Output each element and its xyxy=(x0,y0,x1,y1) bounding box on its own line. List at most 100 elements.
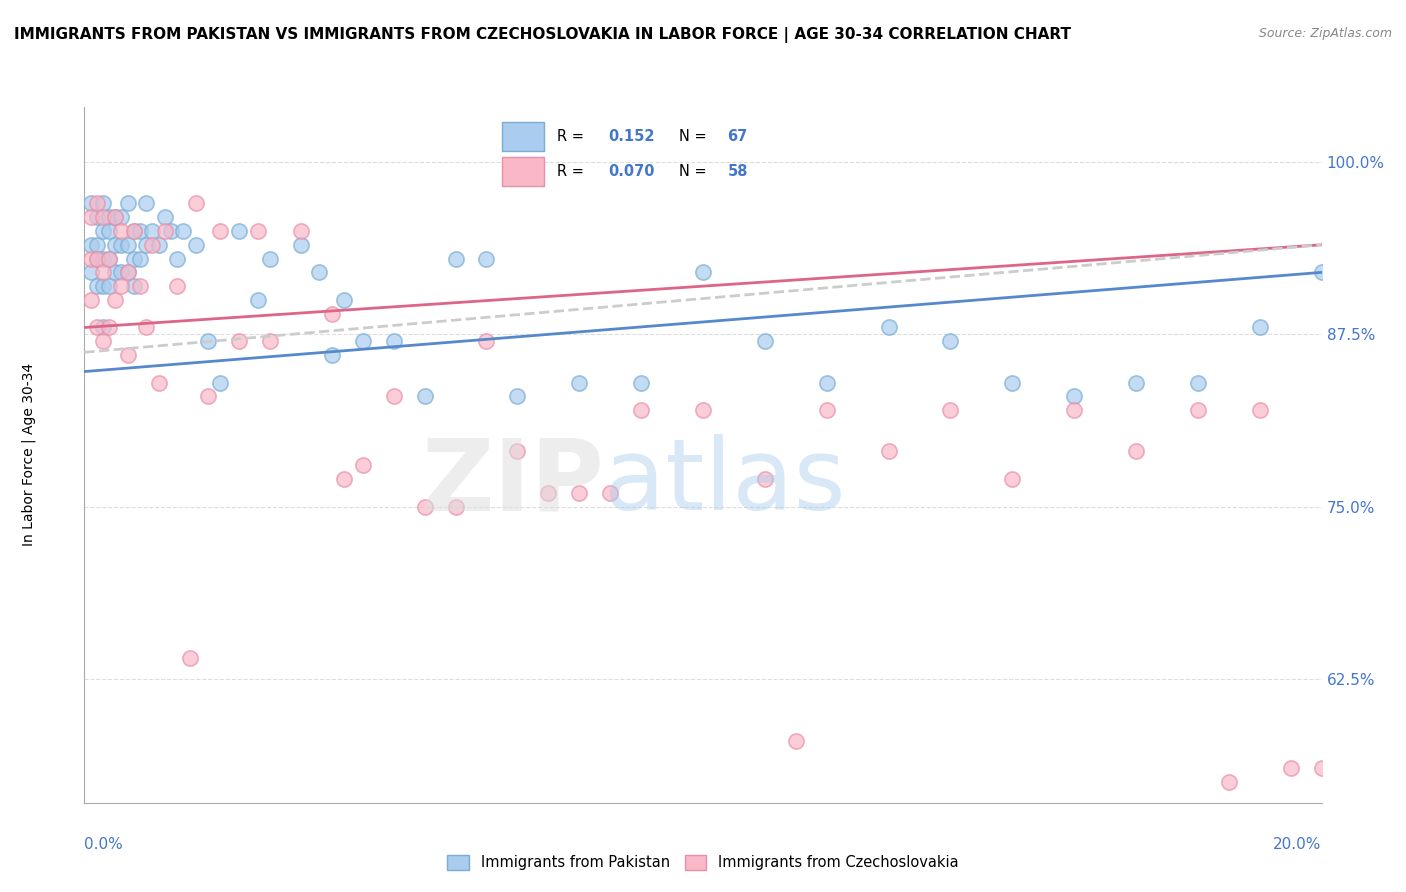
Point xyxy=(135,237,157,252)
Point xyxy=(166,252,188,266)
Point xyxy=(568,485,591,500)
Point xyxy=(877,444,900,458)
Text: 20.0%: 20.0% xyxy=(1274,838,1322,852)
Point xyxy=(91,252,114,266)
Point xyxy=(1125,444,1147,458)
Point xyxy=(91,320,114,334)
Point xyxy=(98,211,121,225)
Point xyxy=(1249,403,1271,417)
Point xyxy=(1310,761,1333,775)
Point xyxy=(475,252,498,266)
Point xyxy=(1063,403,1085,417)
Point xyxy=(135,196,157,211)
Point xyxy=(79,211,101,225)
Point xyxy=(939,334,962,349)
Point xyxy=(91,224,114,238)
Point xyxy=(209,376,232,390)
Point xyxy=(79,293,101,307)
Point xyxy=(754,334,776,349)
Point xyxy=(877,320,900,334)
Point xyxy=(939,403,962,417)
Point xyxy=(160,224,183,238)
Point xyxy=(1001,376,1024,390)
Point xyxy=(506,444,529,458)
Point xyxy=(290,224,312,238)
Text: In Labor Force | Age 30-34: In Labor Force | Age 30-34 xyxy=(21,363,37,547)
Point xyxy=(98,252,121,266)
Text: Source: ZipAtlas.com: Source: ZipAtlas.com xyxy=(1258,27,1392,40)
Point xyxy=(86,279,108,293)
Point xyxy=(129,252,152,266)
Point xyxy=(117,237,139,252)
Point xyxy=(117,265,139,279)
Point xyxy=(246,224,269,238)
Point xyxy=(91,196,114,211)
Point xyxy=(321,307,343,321)
Point xyxy=(122,224,145,238)
Point xyxy=(110,237,132,252)
Point xyxy=(246,293,269,307)
Text: IMMIGRANTS FROM PAKISTAN VS IMMIGRANTS FROM CZECHOSLOVAKIA IN LABOR FORCE | AGE : IMMIGRANTS FROM PAKISTAN VS IMMIGRANTS F… xyxy=(14,27,1071,43)
Point xyxy=(568,376,591,390)
Point xyxy=(197,334,219,349)
Point xyxy=(1063,389,1085,403)
Text: atlas: atlas xyxy=(605,434,845,532)
Point xyxy=(692,403,714,417)
Point xyxy=(117,196,139,211)
Legend: Immigrants from Pakistan, Immigrants from Czechoslovakia: Immigrants from Pakistan, Immigrants fro… xyxy=(441,848,965,876)
Point xyxy=(79,237,101,252)
Point xyxy=(79,265,101,279)
Point xyxy=(352,458,374,473)
Point xyxy=(506,389,529,403)
Point xyxy=(153,224,176,238)
Point xyxy=(104,237,127,252)
Point xyxy=(98,320,121,334)
Point xyxy=(321,348,343,362)
Point xyxy=(129,224,152,238)
Point xyxy=(228,224,250,238)
Point xyxy=(86,252,108,266)
Point xyxy=(104,211,127,225)
Point xyxy=(352,334,374,349)
Point xyxy=(475,334,498,349)
Point xyxy=(184,196,207,211)
Point xyxy=(172,224,194,238)
Point xyxy=(444,500,467,514)
Point xyxy=(630,376,652,390)
Point xyxy=(91,211,114,225)
Point xyxy=(259,252,281,266)
Point xyxy=(197,389,219,403)
Point xyxy=(91,279,114,293)
Point xyxy=(1218,775,1240,789)
Point xyxy=(104,293,127,307)
Point xyxy=(1125,376,1147,390)
Point xyxy=(117,265,139,279)
Point xyxy=(1279,761,1302,775)
Point xyxy=(1187,403,1209,417)
Point xyxy=(413,500,436,514)
Point xyxy=(104,211,127,225)
Point xyxy=(91,265,114,279)
Text: 0.0%: 0.0% xyxy=(84,838,124,852)
Point xyxy=(135,320,157,334)
Point xyxy=(86,320,108,334)
Point xyxy=(290,237,312,252)
Point xyxy=(166,279,188,293)
Point xyxy=(785,733,807,747)
Point xyxy=(141,237,163,252)
Point xyxy=(382,389,405,403)
Point xyxy=(148,237,170,252)
Point xyxy=(153,211,176,225)
Point xyxy=(382,334,405,349)
Point xyxy=(1249,320,1271,334)
Point xyxy=(98,252,121,266)
Point xyxy=(815,376,838,390)
Point xyxy=(86,252,108,266)
Point xyxy=(333,472,356,486)
Point xyxy=(1001,472,1024,486)
Point xyxy=(122,279,145,293)
Point xyxy=(86,237,108,252)
Point xyxy=(333,293,356,307)
Point xyxy=(117,348,139,362)
Point xyxy=(259,334,281,349)
